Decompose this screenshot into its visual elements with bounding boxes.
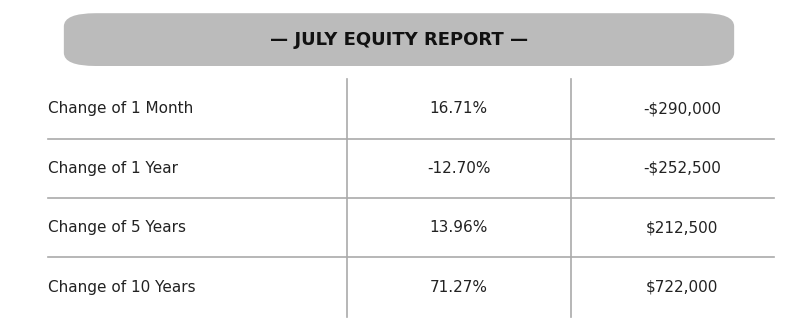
Text: -$252,500: -$252,500: [643, 161, 721, 176]
Text: 71.27%: 71.27%: [430, 280, 488, 295]
Text: 16.71%: 16.71%: [430, 101, 488, 116]
Text: $212,500: $212,500: [646, 220, 718, 235]
Text: Change of 10 Years: Change of 10 Years: [48, 280, 196, 295]
Text: -$290,000: -$290,000: [643, 101, 721, 116]
Text: Change of 1 Month: Change of 1 Month: [48, 101, 193, 116]
Text: Change of 1 Year: Change of 1 Year: [48, 161, 178, 176]
Text: 13.96%: 13.96%: [429, 220, 488, 235]
Text: — JULY EQUITY REPORT —: — JULY EQUITY REPORT —: [270, 31, 528, 49]
Text: Change of 5 Years: Change of 5 Years: [48, 220, 186, 235]
Text: $722,000: $722,000: [646, 280, 718, 295]
FancyBboxPatch shape: [64, 13, 734, 66]
Text: -12.70%: -12.70%: [427, 161, 491, 176]
